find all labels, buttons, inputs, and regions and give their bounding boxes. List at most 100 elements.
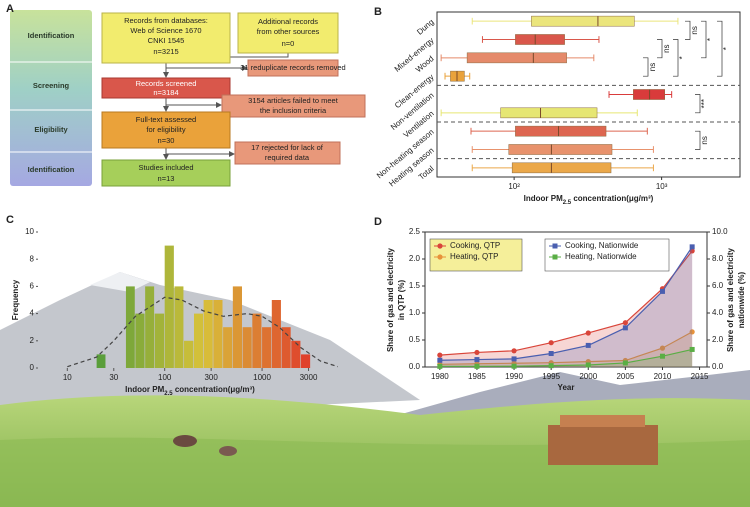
significance-bracket — [695, 94, 701, 114]
box-text: 3154 articles failed to meet — [248, 96, 339, 105]
y-tick-label: 2.0 — [409, 254, 421, 263]
axis-label-part: concentration(μg/m³) — [173, 385, 256, 394]
marker — [437, 363, 443, 369]
histogram-bar — [291, 340, 301, 368]
marker — [548, 340, 554, 346]
x-tick-label: 30 — [109, 373, 118, 382]
legend-marker — [437, 243, 443, 249]
box — [515, 34, 565, 45]
histogram-bar — [135, 313, 145, 368]
box — [508, 144, 613, 155]
histogram-bar — [301, 354, 311, 368]
x-tick-label: 300 — [204, 373, 218, 382]
panel-label: D — [374, 216, 382, 228]
flow-box — [101, 12, 231, 64]
axis-label: Indoor PM2.5 concentration(μg/m³) — [524, 194, 654, 205]
marker — [511, 363, 517, 369]
x-tick-label: 1995 — [542, 372, 560, 381]
axis-label-part: Indoor PM — [125, 385, 164, 394]
marker — [511, 348, 517, 354]
y-axis-label: Share of gas and electricity — [386, 247, 395, 352]
x-tick-label: 1980 — [431, 372, 449, 381]
axis-label-part: 2.5 — [563, 200, 572, 206]
histogram-bar — [96, 354, 106, 368]
area — [439, 246, 693, 367]
panel-label: A — [6, 3, 14, 15]
box — [511, 162, 612, 174]
area — [439, 331, 693, 367]
histogram-bar — [154, 313, 165, 368]
legend-label: Heating, QTP — [450, 252, 498, 261]
box-text: n=0 — [282, 39, 295, 48]
significance-label: * — [706, 38, 715, 41]
marker — [548, 351, 554, 356]
flow-box — [247, 59, 339, 77]
marker — [622, 360, 628, 366]
box-text: n=30 — [158, 136, 175, 145]
significance-bracket — [657, 39, 663, 59]
stage-label: Screening — [33, 81, 70, 90]
y-tick-label: 8 — [30, 254, 35, 263]
fit-curve — [67, 296, 339, 368]
x-tick-label: 2000 — [579, 372, 597, 381]
legend-box — [544, 238, 670, 272]
histogram-bar — [203, 300, 213, 368]
y2-tick-label: 6.0 — [712, 281, 724, 290]
histogram-bar — [125, 286, 135, 368]
legend-marker — [552, 254, 558, 260]
box-text: from other sources — [257, 27, 320, 36]
axis-label-part: 2.5 — [164, 391, 173, 397]
flow-box — [101, 111, 231, 149]
marker — [474, 357, 480, 363]
x-tick-label: 2015 — [691, 372, 709, 381]
histogram-bar — [213, 300, 223, 368]
flow-box — [234, 141, 341, 165]
significance-bracket — [685, 20, 691, 40]
marker — [659, 288, 665, 294]
box-text: n=13 — [158, 174, 175, 183]
y-tick-label: 0.5 — [409, 335, 421, 344]
histogram-bar — [145, 286, 155, 368]
box — [466, 52, 567, 64]
box-text: CNKI 1545 — [148, 36, 185, 45]
marker — [437, 357, 443, 363]
category-label: Dung — [415, 17, 435, 36]
y-tick-label: 1.0 — [409, 308, 421, 317]
histogram-bar — [223, 327, 233, 368]
marker — [474, 349, 480, 356]
box-text: Web of Science 1670 — [130, 26, 201, 35]
marker — [585, 342, 591, 348]
marker — [622, 320, 628, 326]
y2-tick-label: 2.0 — [712, 335, 724, 344]
y-tick-label: 6 — [30, 282, 35, 291]
histogram-bar — [252, 313, 262, 368]
y-tick-label: 0.0 — [409, 362, 421, 371]
box-text: n=3184 — [153, 88, 178, 97]
flow-box — [101, 77, 231, 99]
significance-bracket — [695, 130, 701, 150]
marker — [689, 329, 695, 335]
marker — [511, 356, 517, 362]
line — [439, 331, 693, 365]
stage-label: Eligibility — [34, 125, 68, 134]
box-text: 31 reduplicate records removed — [240, 63, 345, 72]
y-tick-label: 2.5 — [409, 227, 421, 236]
category-label: Total — [417, 164, 436, 182]
significance-bracket — [717, 20, 723, 77]
x-tick-label: 1000 — [253, 373, 271, 382]
axis-label-part: concentration(μg/m³) — [571, 194, 654, 203]
legend-box — [429, 238, 523, 272]
y-tick-label: 1.5 — [409, 281, 421, 290]
histogram-bar — [194, 313, 204, 368]
histogram-bar — [242, 327, 252, 368]
box-text: Additional records — [258, 17, 318, 26]
x-tick-label: 1990 — [505, 372, 523, 381]
axis-label-part: Indoor PM — [524, 194, 563, 203]
line — [439, 348, 693, 367]
y-tick-label: 4 — [30, 309, 35, 318]
line — [439, 246, 693, 361]
box-text: Studies included — [138, 163, 193, 172]
area — [439, 250, 693, 367]
axis-label: Year — [558, 383, 575, 392]
